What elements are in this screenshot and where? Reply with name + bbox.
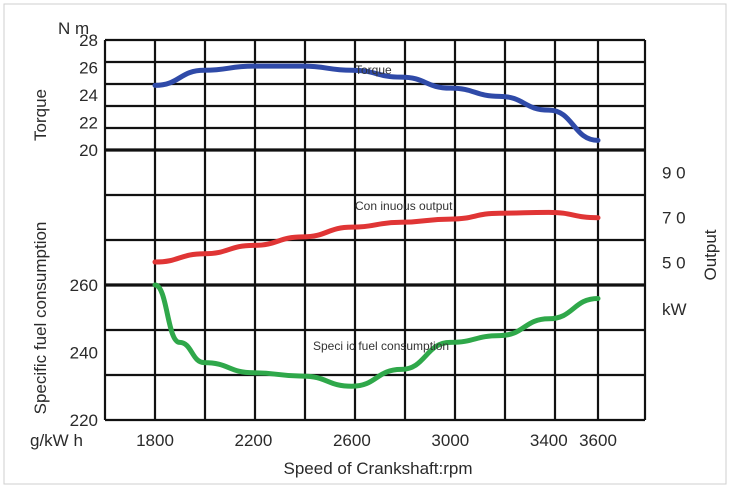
torque-line [152, 63, 601, 143]
torque-axis-title: Torque [31, 89, 50, 141]
sfc-line [152, 282, 601, 389]
torque-tick-label: 20 [79, 141, 98, 160]
torque-tick-label: 28 [79, 31, 98, 50]
output-axis-ticks: 5 0 7 0 9 0 [662, 164, 686, 273]
torque-axis-ticks: 20 22 24 26 28 [79, 31, 98, 160]
x-axis-title: Speed of Crankshaft:rpm [284, 459, 473, 478]
output-line [152, 209, 601, 265]
sfc-axis-title: Specific fuel consumption [31, 222, 50, 415]
output-tick-label: 9 0 [662, 164, 686, 183]
x-tick-label: 3400 [530, 431, 568, 450]
output-tick-label: 7 0 [662, 209, 686, 228]
torque-tick-label: 22 [79, 114, 98, 133]
grid [103, 38, 647, 422]
output-tick-label: 5 0 [662, 254, 686, 273]
x-tick-label: 1800 [136, 431, 174, 450]
series-layer [152, 63, 601, 389]
torque-unit-label: N m [58, 19, 89, 38]
x-tick-label: 3600 [579, 431, 617, 450]
sfc-unit-label: g/kW h [30, 431, 83, 450]
sfc-series-label: Speci ic fuel consumption [313, 339, 449, 353]
output-axis-title: Output [701, 229, 720, 280]
sfc-axis-ticks: 220 240 260 [70, 276, 98, 430]
sfc-tick-label: 220 [70, 411, 98, 430]
torque-series-label: Torque [355, 63, 392, 77]
sfc-tick-label: 240 [70, 344, 98, 363]
x-tick-label: 3000 [431, 431, 469, 450]
sfc-tick-label: 260 [70, 276, 98, 295]
x-tick-label: 2200 [235, 431, 273, 450]
output-unit-label: kW [662, 300, 687, 319]
x-tick-label: 2600 [333, 431, 371, 450]
torque-tick-label: 24 [79, 86, 98, 105]
x-axis-ticks: 1800 2200 2600 3000 3400 3600 [136, 431, 617, 450]
output-series-label: Con inuous output [355, 199, 453, 213]
torque-tick-label: 26 [79, 59, 98, 78]
